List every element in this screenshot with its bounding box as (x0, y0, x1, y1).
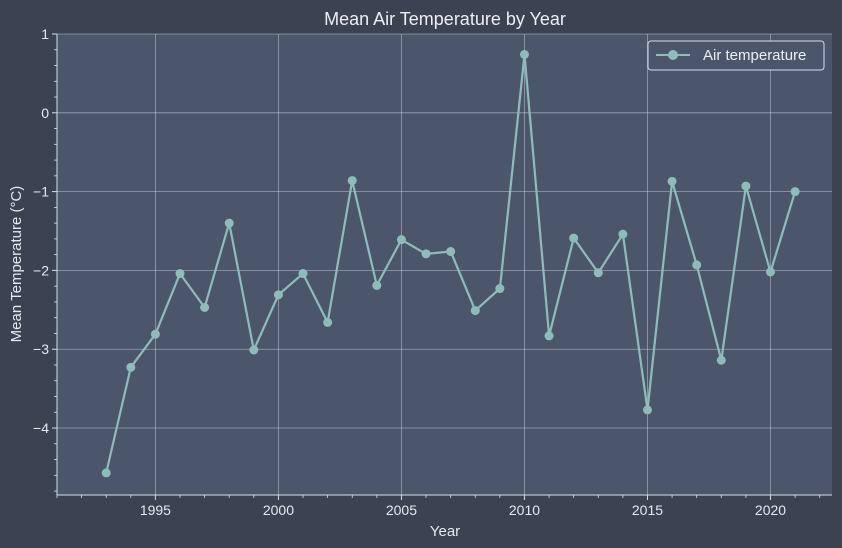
y-tick-label: 1 (41, 26, 49, 42)
x-tick-label: 2010 (509, 502, 540, 518)
data-point (642, 405, 652, 415)
data-point (101, 468, 111, 478)
data-point (446, 246, 456, 256)
data-point (618, 229, 628, 239)
data-point (716, 355, 726, 365)
chart-title: Mean Air Temperature by Year (324, 9, 566, 29)
data-point (126, 362, 136, 372)
data-point (200, 302, 210, 312)
grid-lines (57, 33, 832, 495)
data-point (224, 218, 234, 228)
data-point (470, 306, 480, 316)
data-point (519, 49, 529, 59)
legend-marker-swatch (668, 50, 678, 60)
x-tick-label: 2005 (386, 502, 417, 518)
data-point (347, 176, 357, 186)
data-point (175, 269, 185, 279)
plot-area (57, 34, 832, 495)
data-point (421, 249, 431, 259)
data-point (396, 235, 406, 245)
legend: Air temperature (647, 40, 825, 71)
ticks: 1995 2000 2005 2010 2015 2020 1 0 −1 −2 −3 −4 (33, 26, 821, 518)
data-point (544, 331, 554, 341)
x-tick-label: 2015 (632, 502, 663, 518)
data-point (495, 284, 505, 294)
legend-box (647, 40, 825, 71)
data-point (667, 176, 677, 186)
data-point (249, 345, 259, 355)
x-tick-label: 1995 (140, 502, 171, 518)
y-axis-label: Mean Temperature (°C) (8, 186, 25, 343)
data-point (593, 268, 603, 278)
data-point (150, 329, 160, 339)
series-group (101, 49, 800, 478)
x-axis-label: Year (430, 523, 460, 540)
data-point (569, 233, 579, 243)
y-tick-label: −1 (33, 184, 49, 200)
data-point (273, 290, 283, 300)
y-tick-label: −4 (33, 420, 49, 436)
x-tick-label: 2020 (755, 502, 786, 518)
y-tick-label: −3 (33, 341, 49, 357)
y-tick-label: 0 (41, 105, 49, 121)
data-point (323, 317, 333, 327)
data-point (692, 260, 702, 270)
data-point (372, 280, 382, 290)
data-point (741, 181, 751, 191)
data-point (790, 187, 800, 197)
axes (56, 34, 832, 496)
legend-label: Air temperature (703, 47, 806, 64)
x-tick-label: 2000 (263, 502, 294, 518)
data-point (298, 269, 308, 279)
data-point (765, 267, 775, 277)
y-tick-label: −2 (33, 262, 49, 278)
